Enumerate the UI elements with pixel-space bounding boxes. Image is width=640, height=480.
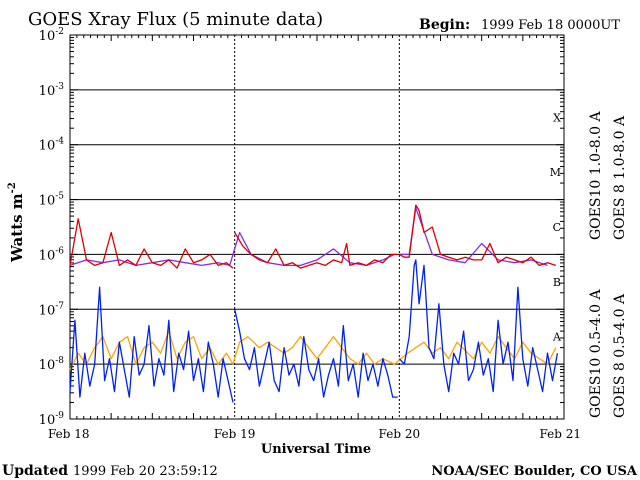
- y-tick-label-exp: -7: [55, 301, 64, 311]
- legend-goes8-short: GOES 8 0.5-4.0 A: [612, 293, 628, 418]
- y-tick-label-base: 10: [39, 413, 56, 428]
- y-tick-label-base: 10: [39, 194, 56, 209]
- y-tick-label-base: 10: [39, 358, 56, 373]
- y-tick-label-exp: -3: [55, 82, 64, 92]
- y-tick-label-exp: -6: [55, 246, 64, 256]
- begin-value: 1999 Feb 18 0000UT: [481, 18, 620, 33]
- y-tick-label-exp: -9: [55, 411, 64, 421]
- flare-class-labels: A B C M X: [550, 111, 562, 343]
- y-axis-label-exp: -2: [7, 182, 18, 193]
- y-tick-label-exp: -4: [55, 137, 64, 147]
- flare-class-label: M: [550, 166, 561, 179]
- y-tick-label: 10-3: [39, 82, 65, 99]
- x-tick-label: Feb 20: [379, 427, 421, 441]
- grid-lines: [70, 35, 564, 419]
- y-axis-label-text: Watts m: [8, 193, 26, 263]
- legend-goes8-long: GOES 8 1.0-8.0 A: [612, 115, 628, 240]
- x-tick-label: Feb 21: [539, 427, 581, 441]
- y-tick-label-exp: -5: [55, 192, 64, 202]
- y-tick-label: 10-4: [39, 137, 65, 154]
- y-tick-label-base: 10: [39, 248, 56, 263]
- axis-ticks: [70, 34, 564, 420]
- y-tick-label-base: 10: [39, 303, 56, 318]
- y-tick-label-base: 10: [39, 29, 56, 44]
- chart-title: GOES Xray Flux (5 minute data): [28, 9, 323, 30]
- updated-label: Updated 1999 Feb 20 23:59:12: [2, 463, 218, 479]
- updated-label-text: Updated: [2, 463, 68, 479]
- y-tick-label-base: 10: [39, 84, 56, 99]
- y-tick-label-exp: -2: [55, 27, 64, 37]
- credit-text: NOAA/SEC Boulder, CO USA: [431, 464, 638, 479]
- y-tick-label-base: 10: [39, 139, 56, 154]
- flare-class-label: B: [553, 276, 561, 289]
- y-tick-label: 10-8: [39, 356, 65, 373]
- y-axis-label: Watts m-2: [7, 182, 26, 263]
- y-tick-label-exp: -8: [55, 356, 64, 366]
- y-tick-label: 10-6: [39, 246, 65, 263]
- updated-value: 1999 Feb 20 23:59:12: [73, 464, 218, 479]
- flare-class-label: X: [553, 111, 561, 124]
- y-tick-label: 10-2: [39, 27, 64, 44]
- y-tick-label: 10-7: [39, 301, 65, 318]
- y-tick-label: 10-9: [39, 411, 65, 428]
- y-tick-labels: 10-910-810-710-610-510-410-310-2: [39, 27, 65, 428]
- x-tick-label: Feb 18: [48, 427, 90, 441]
- legend-goes10-short: GOES10 0.5-4.0 A: [588, 289, 604, 418]
- x-tick-label: Feb 19: [214, 427, 256, 441]
- x-tick-labels: Feb 18 Feb 19 Feb 20 Feb 21: [48, 427, 581, 441]
- y-tick-label: 10-5: [39, 192, 65, 209]
- x-axis-label: Universal Time: [261, 442, 371, 457]
- legend-goes10-long: GOES10 1.0-8.0 A: [588, 111, 604, 240]
- begin-label: Begin:: [419, 17, 470, 33]
- flare-class-label: A: [552, 331, 562, 344]
- flare-class-label: C: [553, 221, 561, 234]
